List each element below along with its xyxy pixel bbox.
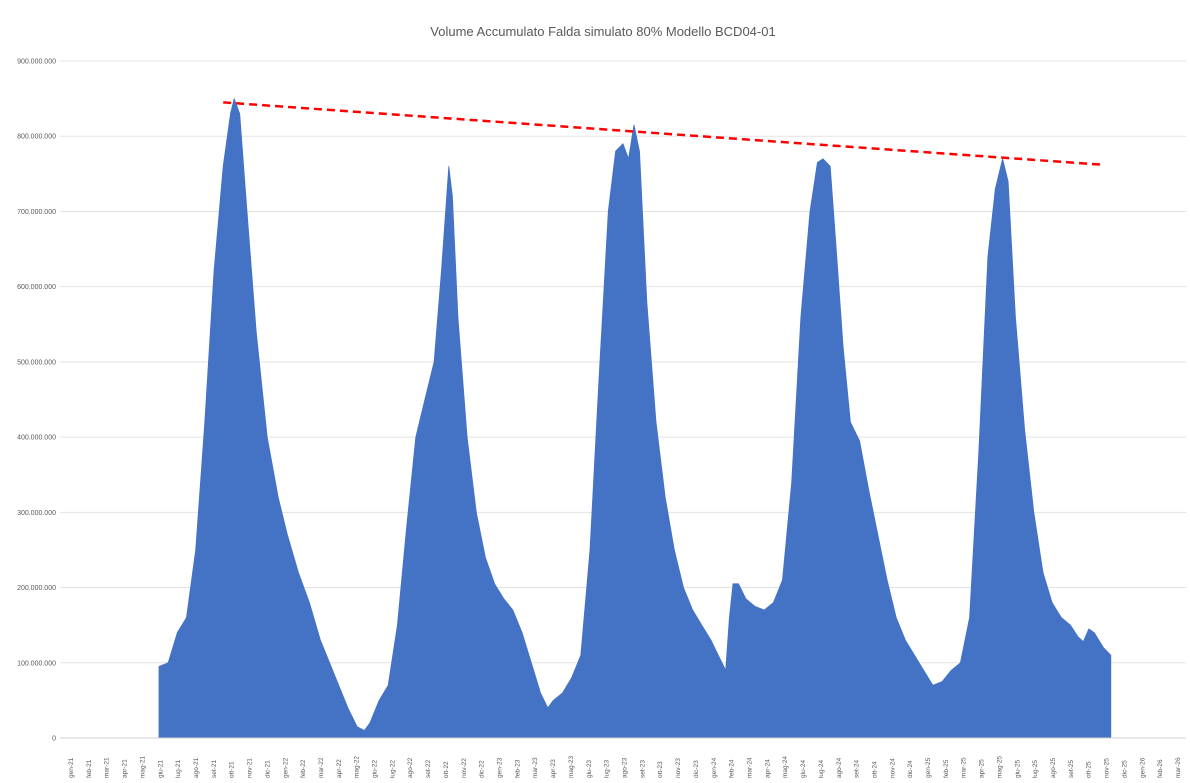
x-tick-label: set-23 [639,760,646,778]
x-tick-label: lug-23 [604,760,611,778]
x-tick-label: mar-23 [532,757,539,778]
y-tick-label: 0 [52,736,56,743]
x-tick-label: feb-25 [943,759,950,778]
x-tick-label: dic-22 [479,760,486,778]
x-tick-label: apr-24 [764,759,771,778]
x-tick-label: nov-21 [247,758,254,778]
x-tick-label: giu-21 [157,760,164,778]
x-tick-label: ott-21 [229,761,236,778]
y-tick-label: 100.000.000 [17,660,56,667]
series-area [158,98,1112,739]
x-tick-label: nov-22 [461,758,468,778]
x-tick-label: gen-26 [1139,757,1146,778]
y-axis-ticks: 0 100.000.000 200.000.000 300.000.000 400.00… [17,59,56,743]
x-tick-label: lug-21 [175,760,182,778]
x-tick-label: lug-22 [389,760,396,778]
y-tick-label: 900.000.000 [17,59,56,66]
x-tick-label: feb-21 [86,759,93,778]
x-tick-label: gen-24 [711,757,718,778]
x-tick-label: gen-23 [497,757,504,778]
x-tick-label: lug-24 [818,760,825,778]
x-tick-label: mar-22 [318,757,325,778]
x-tick-label: nov-25 [1104,758,1111,778]
trend-line-segment [223,101,1104,167]
x-axis-ticks: gen-21 feb-21 mar-21 apr-21 mag-21 giu-21 lug-… [68,756,1182,779]
x-tick-label: ago-22 [407,757,414,778]
x-tick-label: ott-23 [657,761,664,778]
x-tick-label: ago-21 [193,757,200,778]
x-tick-label: dic-23 [693,760,700,778]
x-tick-label: nov-23 [675,758,682,778]
x-tick-label: dic-24 [907,760,914,778]
x-tick-label: ago-25 [1050,757,1057,778]
x-tick-label: mag-23 [568,756,575,778]
x-tick-label: feb-26 [1157,759,1164,778]
x-tick-label: feb-22 [300,759,307,778]
x-tick-label: nov-24 [889,758,896,778]
x-tick-label: mag-25 [997,756,1004,778]
x-tick-label: giu-23 [586,760,593,778]
x-tick-label: dic-21 [264,760,271,778]
x-tick-label: mar-25 [961,757,968,778]
x-tick-label: ott-24 [872,761,879,778]
x-tick-label: giu-24 [800,759,807,777]
trend-line [223,101,1104,167]
y-tick-label: 500.000.000 [17,359,56,366]
y-tick-label: 400.000.000 [17,435,56,442]
x-tick-label: set-21 [211,760,218,778]
chart-title: Volume Accumulato Falda simulato 80% Mod… [430,24,775,39]
x-tick-label: apr-25 [979,759,986,778]
x-tick-label: apr-21 [122,759,129,778]
y-tick-label: 300.000.000 [17,510,56,517]
x-tick-label: mag-22 [354,756,361,778]
x-tick-label: ott-25 [1086,761,1093,778]
x-tick-label: feb-24 [729,759,736,778]
x-tick-label: ago-24 [836,757,843,778]
y-tick-label: 200.000.000 [17,585,56,592]
x-tick-label: dic-25 [1121,760,1128,778]
y-tick-label: 600.000.000 [17,284,56,291]
x-tick-label: mag-21 [139,756,146,778]
series-area-path [158,98,1112,739]
x-tick-label: feb-23 [514,759,521,778]
x-tick-label: gen-25 [925,757,932,778]
x-tick-label: giu-22 [372,760,379,778]
x-tick-label: mar-24 [747,757,754,778]
x-tick-label: set-25 [1068,760,1075,778]
x-tick-label: mar-21 [104,757,111,778]
x-tick-label: lug-25 [1032,760,1039,778]
x-tick-label: mag-24 [782,756,789,778]
x-tick-label: mar-26 [1175,757,1182,778]
x-tick-label: ago-23 [622,757,629,778]
x-tick-label: set-24 [854,760,861,778]
x-tick-label: apr-23 [550,759,557,778]
y-tick-label: 700.000.000 [17,209,56,216]
y-tick-label: 800.000.000 [17,134,56,141]
x-tick-label: apr-22 [336,759,343,778]
x-tick-label: ott-22 [443,761,450,778]
x-tick-label: gen-21 [68,757,75,778]
x-tick-label: set-22 [425,760,432,778]
x-tick-label: gen-22 [282,757,289,778]
x-tick-label: giu-25 [1014,760,1021,778]
